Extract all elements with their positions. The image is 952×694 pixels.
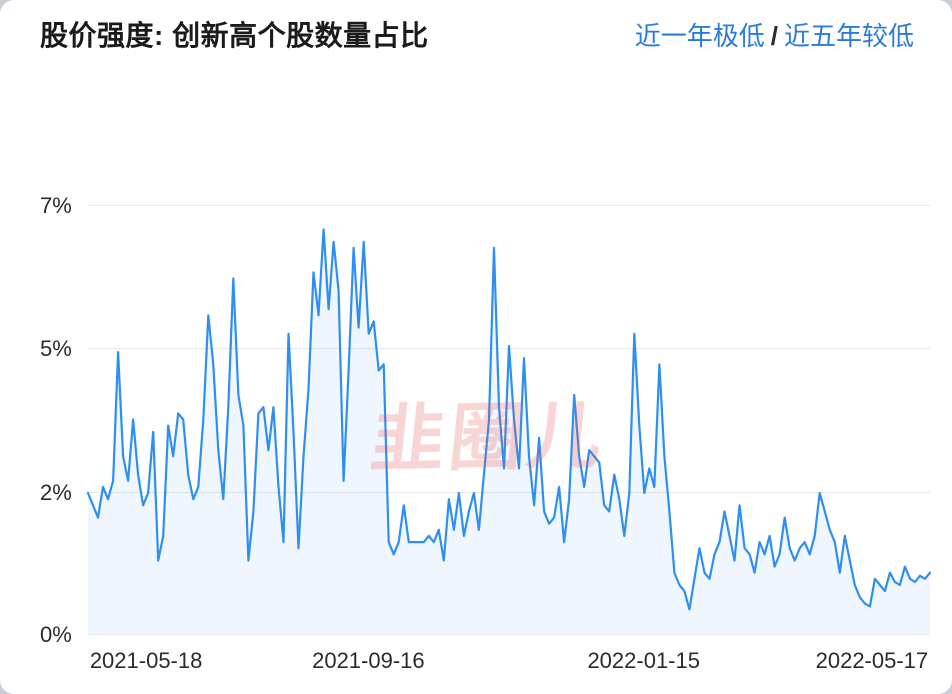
y-axis-label-7: 7%	[40, 193, 72, 218]
area-path	[88, 229, 930, 634]
chart-header: 股价强度: 创新高个股数量占比 近一年极低 / 近五年较低	[40, 14, 914, 54]
line-path	[88, 230, 930, 610]
x-axis-label-2: 2021-09-16	[312, 648, 425, 673]
status-one-year: 近一年极低	[634, 21, 765, 51]
x-axis-label-3: 2022-01-15	[587, 648, 700, 673]
x-axis-label-1: 2021-05-18	[89, 648, 203, 673]
page-title: 股价强度: 创新高个股数量占比	[40, 20, 429, 51]
gridline-0pct	[88, 634, 930, 635]
y-axis-label-2: 2%	[40, 480, 72, 505]
plot-area[interactable]	[88, 205, 930, 634]
y-axis-label-5: 5%	[40, 336, 72, 361]
gridline-2pct	[88, 492, 930, 493]
status-five-year: 近五年较低	[783, 21, 914, 51]
status-indicator[interactable]: 近一年极低 / 近五年较低	[635, 16, 914, 53]
line-chart-svg	[88, 205, 930, 634]
x-axis-label-4: 2022-05-17	[815, 648, 929, 673]
status-separator: /	[770, 21, 778, 51]
y-axis-label-0: 0%	[40, 622, 72, 647]
x-axis: 2021-05-18 2021-09-16 2022-01-15 2022-05…	[88, 648, 930, 676]
gridline-7pct	[88, 205, 930, 206]
